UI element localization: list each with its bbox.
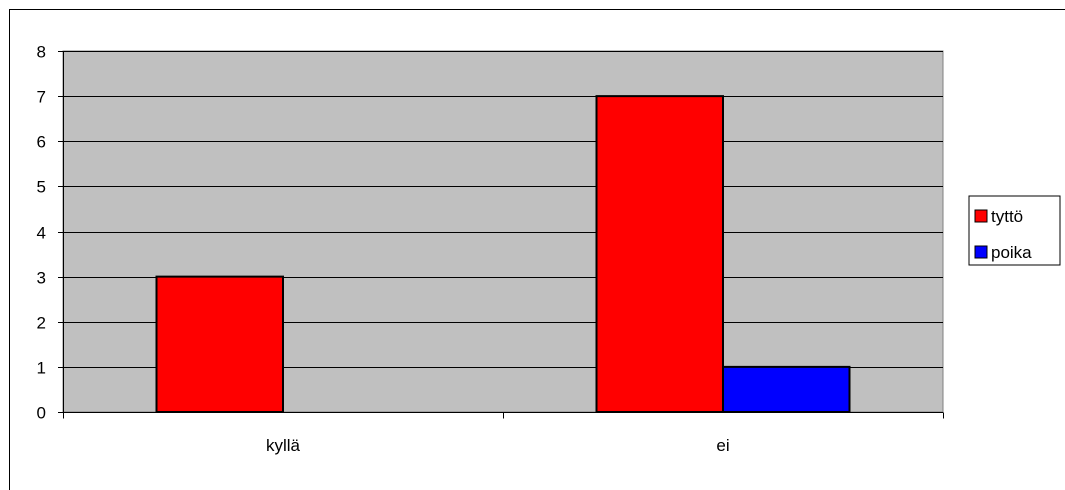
bar-tyttö-ei (597, 96, 724, 412)
y-tick-label-7: 7 (37, 88, 46, 107)
legend-label-poika: poika (991, 243, 1032, 262)
y-tick-label-4: 4 (37, 224, 46, 243)
x-tick-label-0: kyllä (266, 436, 301, 455)
legend-swatch-tyttö (975, 210, 987, 222)
bar-tyttö-kyllä (157, 277, 284, 412)
y-tick-label-2: 2 (37, 314, 46, 333)
legend-label-tyttö: tyttö (991, 207, 1023, 226)
y-tick-label-6: 6 (37, 133, 46, 152)
y-tick-label-8: 8 (37, 43, 46, 62)
legend: tyttö poika (969, 196, 1060, 265)
y-tick-label-5: 5 (37, 178, 46, 197)
bar-poika-ei (723, 367, 850, 412)
y-tick-label-3: 3 (37, 269, 46, 288)
legend-swatch-poika (975, 246, 987, 258)
x-tick-label-1: ei (716, 436, 729, 455)
y-tick-label-0: 0 (37, 404, 46, 423)
y-tick-label-1: 1 (37, 359, 46, 378)
